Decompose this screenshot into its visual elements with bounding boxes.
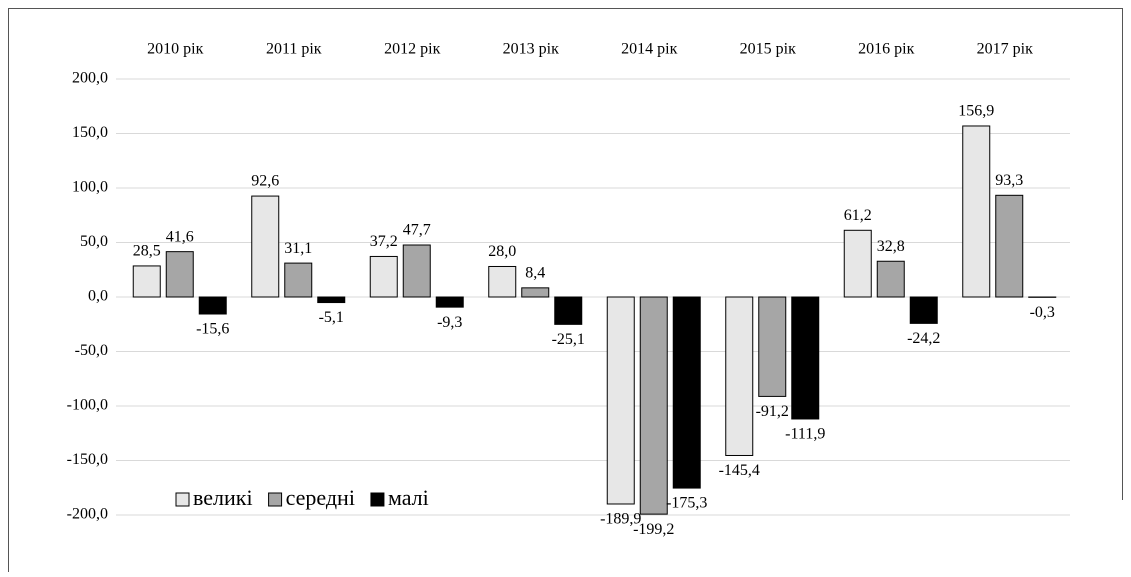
x-tick-label: 2010 рік [147,41,203,58]
x-tick-label: 2012 рік [384,41,440,58]
legend-swatch [176,493,189,506]
value-label: -111,9 [785,426,825,443]
value-label: -15,6 [196,321,229,338]
value-label: -0,3 [1030,304,1055,321]
bar [436,297,463,307]
bar [252,196,279,297]
bar [166,252,193,297]
x-tick-label: 2017 рік [977,41,1033,58]
bar [673,297,700,488]
value-label: 37,2 [370,233,398,250]
value-label: -175,3 [666,495,707,512]
bar [318,297,345,303]
bar [555,297,582,324]
legend-swatch [269,493,282,506]
bar [285,263,312,297]
bar [963,126,990,297]
bar [844,230,871,297]
value-label: -24,2 [907,330,940,347]
value-label: 47,7 [403,222,431,239]
value-label: 61,2 [844,207,872,224]
value-label: 92,6 [251,173,279,190]
value-label: 93,3 [995,172,1023,189]
bar [996,195,1023,297]
x-tick-label: 2013 рік [503,41,559,58]
bar [726,297,753,455]
x-tick-label: 2016 рік [858,41,914,58]
value-label: 41,6 [166,228,194,245]
x-tick-label: 2014 рік [621,41,677,58]
bar [199,297,226,314]
value-label: 32,8 [877,238,905,255]
y-tick-label: -100,0 [67,397,108,414]
value-label: -25,1 [552,331,585,348]
bar [640,297,667,514]
bar [792,297,819,419]
bar [522,288,549,297]
legend-label: малі [388,485,429,510]
value-label: -9,3 [437,314,462,331]
value-label: -199,2 [633,521,674,538]
value-label: -145,4 [719,462,760,479]
y-tick-label: 100,0 [72,179,108,196]
bar [607,297,634,504]
bar [370,256,397,297]
bar [910,297,937,323]
y-tick-label: -150,0 [67,451,108,468]
bar [133,266,160,297]
bar [489,266,516,297]
value-label: 28,0 [488,243,516,260]
legend-label: середні [286,485,355,510]
y-tick-label: 150,0 [72,124,108,141]
value-label: 156,9 [958,103,994,120]
x-tick-label: 2011 рік [266,41,322,58]
y-tick-label: 0,0 [88,288,108,305]
y-tick-label: -50,0 [75,342,108,359]
bar [877,261,904,297]
y-tick-label: 50,0 [80,233,108,250]
y-tick-label: 200,0 [72,70,108,87]
bar [403,245,430,297]
x-tick-label: 2015 рік [740,41,796,58]
value-label: 28,5 [133,243,161,260]
y-tick-label: -200,0 [67,506,108,523]
value-label: 8,4 [525,265,545,282]
bar [759,297,786,396]
value-label: 31,1 [284,240,312,257]
legend-swatch [371,493,384,506]
legend-label: великі [193,485,253,510]
value-label: -91,2 [756,403,789,420]
value-label: -5,1 [319,309,344,326]
